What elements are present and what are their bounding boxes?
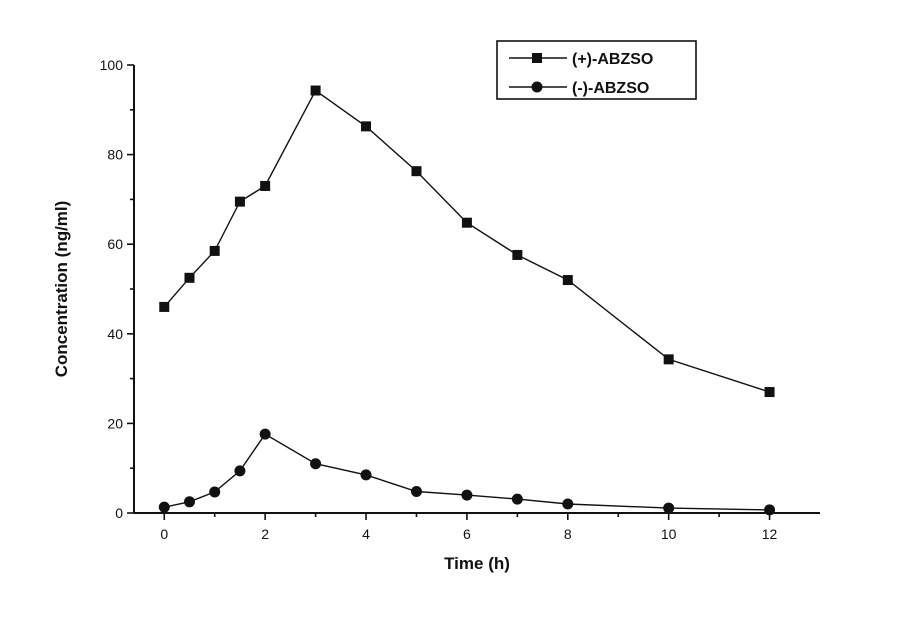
plot-axes — [133, 65, 820, 514]
legend-label-plus-abzso: (+)-ABZSO — [572, 51, 653, 68]
data-point-circle — [562, 498, 574, 510]
data-point-circle — [764, 504, 776, 516]
legend-square-marker — [532, 53, 542, 63]
data-point-circle — [158, 501, 170, 513]
data-point-circle — [259, 428, 271, 440]
series-minus-abzso — [158, 428, 776, 516]
y-axis-ticks: 0 20 40 60 80 100 — [100, 57, 134, 521]
legend-label-minus-abzso: (-)-ABZSO — [572, 80, 649, 97]
legend: (+)-ABZSO (-)-ABZSO — [496, 40, 697, 100]
data-point-square — [663, 354, 674, 365]
data-point-square — [764, 387, 775, 398]
x-axis-ticks: 0 2 4 6 8 10 12 — [160, 513, 778, 542]
x-tick-label: 6 — [463, 526, 471, 542]
legend-circle-marker — [531, 81, 543, 93]
data-point-square — [260, 180, 271, 191]
x-tick-label: 8 — [564, 526, 572, 542]
x-axis-title: Time (h) — [444, 554, 510, 573]
data-point-square — [159, 301, 170, 312]
data-point-circle — [183, 496, 195, 508]
y-tick-label: 80 — [107, 147, 123, 163]
data-point-circle — [310, 458, 322, 470]
data-point-circle — [511, 493, 523, 505]
x-tick-label: 12 — [762, 526, 778, 542]
legend-box — [496, 40, 697, 100]
data-point-circle — [663, 502, 675, 514]
data-point-square — [512, 249, 523, 260]
x-tick-label: 2 — [261, 526, 269, 542]
x-tick-label: 10 — [661, 526, 677, 542]
data-point-circle — [209, 486, 221, 498]
y-axis-title: Concentration (ng/ml) — [52, 201, 71, 378]
legend-item-minus-abzso: (-)-ABZSO — [509, 80, 649, 97]
data-point-circle — [360, 469, 372, 481]
data-point-circle — [234, 465, 246, 477]
x-tick-label: 0 — [160, 526, 168, 542]
data-point-square — [184, 272, 195, 283]
y-tick-label: 0 — [115, 505, 123, 521]
y-tick-label: 100 — [100, 57, 124, 73]
data-point-square — [461, 217, 472, 228]
data-point-square — [209, 245, 220, 256]
series-layer — [158, 85, 776, 516]
y-tick-label: 40 — [107, 326, 123, 342]
data-point-circle — [410, 485, 422, 497]
y-tick-label: 60 — [107, 236, 123, 252]
data-point-square — [234, 196, 245, 207]
data-point-circle — [461, 489, 473, 501]
legend-item-plus-abzso: (+)-ABZSO — [509, 51, 653, 68]
series-line — [163, 89, 770, 393]
series-plus-abzso — [159, 85, 775, 398]
y-tick-label: 20 — [107, 415, 123, 431]
data-point-square — [361, 121, 372, 132]
data-point-square — [310, 85, 321, 96]
data-point-square — [411, 166, 422, 177]
x-tick-label: 4 — [362, 526, 370, 542]
data-point-square — [562, 275, 573, 286]
